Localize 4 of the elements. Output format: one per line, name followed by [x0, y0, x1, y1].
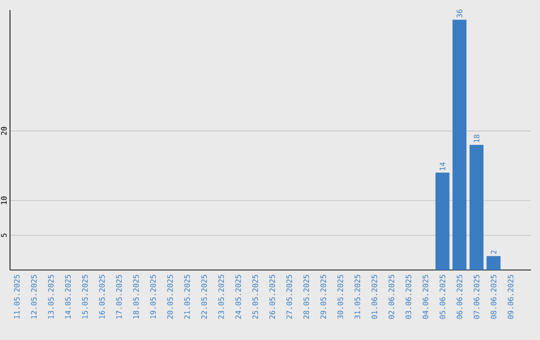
bar: [452, 20, 466, 270]
bar: [435, 172, 450, 270]
bar: [486, 256, 501, 270]
bar: [470, 144, 484, 270]
